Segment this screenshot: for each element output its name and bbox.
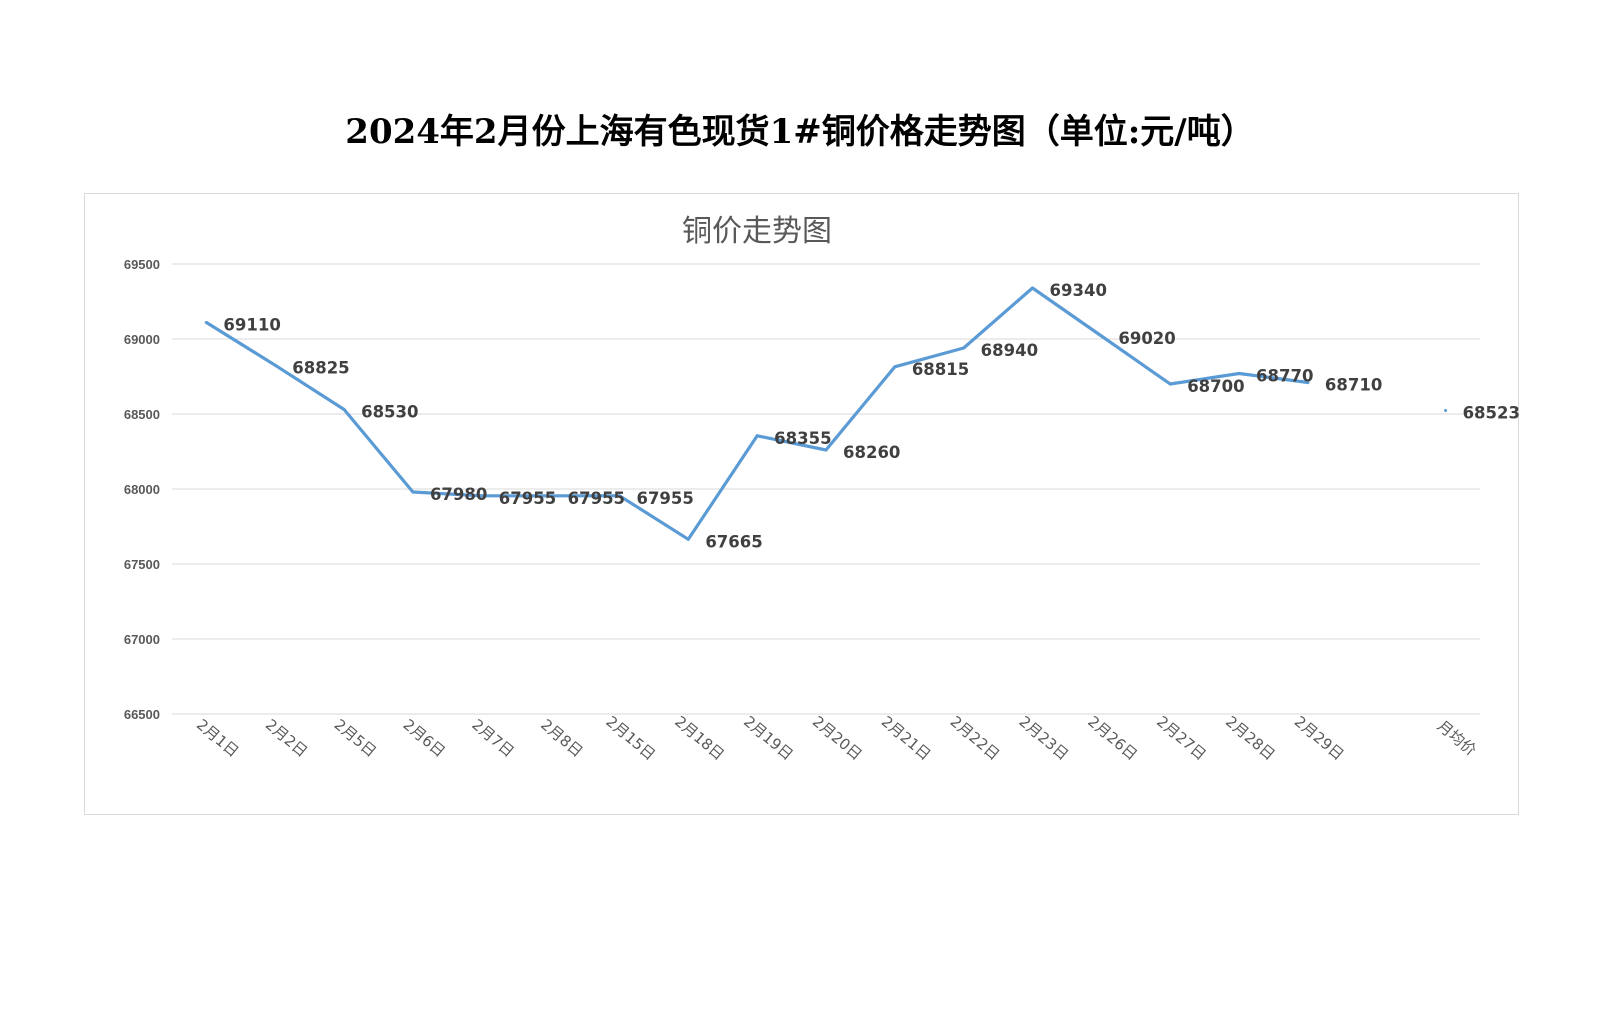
data-label: 69020 — [1118, 329, 1175, 348]
data-label: 67955 — [568, 489, 625, 508]
data-point — [1237, 372, 1241, 375]
data-label: 69110 — [223, 316, 280, 335]
x-tick-label: 2月23日 — [1015, 712, 1071, 763]
data-label: 67955 — [636, 489, 693, 508]
y-tick-label: 67000 — [124, 632, 160, 647]
x-tick-label: 2月20日 — [809, 712, 865, 763]
page-title: 2024年2月份上海有色现货1#铜价格走势图（单位:元/吨） — [345, 112, 1255, 152]
data-label: 68940 — [981, 341, 1038, 360]
y-tick-label: 66500 — [124, 707, 160, 722]
data-label: 69340 — [1050, 281, 1107, 300]
x-tick-label: 2月6日 — [400, 715, 449, 760]
data-label: 67955 — [499, 489, 556, 508]
x-axis: 2月1日 2月2日 2月5日 2月6日 2月7日 2月8日 2月15日 2月18日 2月19日 2… — [193, 712, 1480, 763]
chart-area — [84, 193, 1519, 815]
x-tick-label: 2月29日 — [1291, 712, 1347, 763]
chart-title: 铜价走势图 — [682, 214, 832, 249]
data-point — [204, 321, 208, 324]
data-point — [1031, 286, 1035, 290]
x-tick-label: 月均价 — [1434, 717, 1480, 760]
x-tick-label: 2月26日 — [1084, 712, 1140, 763]
data-label: 68523 — [1463, 404, 1520, 423]
x-tick-label: 2月19日 — [740, 712, 796, 763]
data-labels: 69110 68825 68530 67980 67955 67955 67955 67665… — [223, 281, 1520, 551]
x-tick-label: 2月5日 — [331, 715, 380, 760]
data-point — [342, 408, 346, 411]
y-axis: 66500 67000 67500 68000 68500 69000 69500 — [124, 257, 160, 722]
y-tick-label: 69000 — [124, 332, 160, 347]
data-label: 67665 — [705, 532, 762, 551]
y-tick-label: 68000 — [124, 482, 160, 497]
data-point — [893, 365, 897, 369]
y-tick-label: 69500 — [124, 257, 160, 272]
data-point — [549, 494, 553, 498]
y-tick-label: 68500 — [124, 407, 160, 422]
data-point — [273, 363, 277, 367]
y-tick-label: 67500 — [124, 557, 160, 572]
data-point — [755, 434, 759, 438]
data-point — [1168, 382, 1172, 386]
data-point — [480, 494, 484, 498]
data-point — [686, 537, 690, 541]
series-line — [204, 286, 1448, 541]
data-point — [617, 494, 621, 498]
x-tick-label: 2月27日 — [1153, 712, 1209, 763]
x-tick-label: 2月22日 — [947, 712, 1003, 763]
data-point — [1306, 381, 1310, 384]
x-tick-label: 2月28日 — [1222, 712, 1278, 763]
x-tick-label: 2月2日 — [262, 715, 311, 760]
data-label: 68770 — [1256, 367, 1313, 386]
data-point — [411, 490, 415, 494]
data-label: 68260 — [843, 443, 900, 462]
data-label: 68710 — [1325, 376, 1382, 395]
data-label: 68815 — [912, 360, 969, 379]
data-point — [962, 346, 966, 350]
x-tick-label: 2月15日 — [602, 712, 658, 763]
data-label: 68355 — [774, 429, 831, 448]
gridlines — [172, 263, 1480, 715]
data-label: 68530 — [361, 403, 418, 422]
data-point — [824, 448, 828, 452]
x-tick-label: 2月7日 — [468, 715, 517, 760]
data-label: 68825 — [292, 358, 349, 377]
x-tick-label: 2月8日 — [537, 715, 586, 760]
x-tick-label: 2月21日 — [878, 712, 934, 763]
x-tick-label: 2月1日 — [193, 715, 242, 760]
data-point — [1099, 334, 1103, 338]
data-point — [1444, 409, 1448, 413]
x-tick-label: 2月18日 — [671, 712, 727, 763]
data-label: 68700 — [1187, 377, 1244, 396]
data-label: 67980 — [430, 485, 487, 504]
